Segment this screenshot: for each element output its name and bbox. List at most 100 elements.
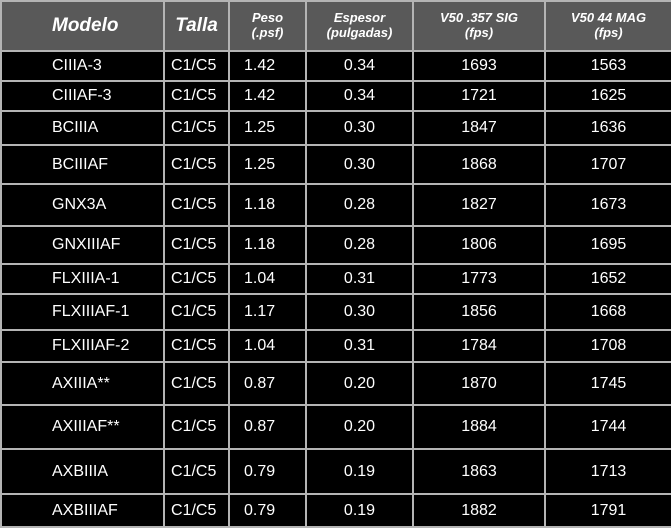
cell-espesor: 0.31 <box>305 263 414 295</box>
cell-v50-357: 1773 <box>412 263 546 295</box>
cell-peso: 0.79 <box>228 448 307 495</box>
cell-v50-44: 1695 <box>544 225 671 265</box>
table-row: AXBIIIAF C1/C5 0.79 0.19 1882 1791 <box>0 493 671 528</box>
cell-talla: C1/C5 <box>163 225 230 265</box>
header-v50-44: V50 44 MAG (fps) <box>544 0 671 52</box>
cell-modelo: CIIIA-3 <box>0 50 165 82</box>
header-v50-357: V50 .357 SIG (fps) <box>412 0 546 52</box>
header-modelo: Modelo <box>0 0 165 52</box>
table-row: FLXIIIAF-1 C1/C5 1.17 0.30 1856 1668 <box>0 293 671 331</box>
cell-v50-44: 1791 <box>544 493 671 528</box>
header-peso-line2: (.psf) <box>251 25 284 40</box>
cell-espesor: 0.28 <box>305 225 414 265</box>
cell-modelo: AXIIIA** <box>0 361 165 406</box>
cell-peso: 0.87 <box>228 404 307 450</box>
cell-v50-357: 1884 <box>412 404 546 450</box>
header-espesor: Espesor (pulgadas) <box>305 0 414 52</box>
table-row: FLXIIIAF-2 C1/C5 1.04 0.31 1784 1708 <box>0 329 671 363</box>
cell-peso: 1.25 <box>228 110 307 146</box>
cell-v50-357: 1882 <box>412 493 546 528</box>
cell-espesor: 0.30 <box>305 110 414 146</box>
cell-modelo: FLXIIIAF-1 <box>0 293 165 331</box>
cell-modelo: AXBIIIAF <box>0 493 165 528</box>
cell-talla: C1/C5 <box>163 448 230 495</box>
cell-v50-357: 1868 <box>412 144 546 185</box>
cell-peso: 1.25 <box>228 144 307 185</box>
cell-v50-44: 1563 <box>544 50 671 82</box>
cell-talla: C1/C5 <box>163 404 230 450</box>
cell-v50-357: 1827 <box>412 183 546 227</box>
cell-espesor: 0.19 <box>305 493 414 528</box>
cell-v50-44: 1745 <box>544 361 671 406</box>
cell-modelo: FLXIIIA-1 <box>0 263 165 295</box>
cell-talla: C1/C5 <box>163 361 230 406</box>
cell-modelo: BCIIIA <box>0 110 165 146</box>
cell-modelo: GNX3A <box>0 183 165 227</box>
cell-v50-357: 1721 <box>412 80 546 112</box>
cell-talla: C1/C5 <box>163 144 230 185</box>
header-talla: Talla <box>163 0 230 52</box>
header-peso: Peso (.psf) <box>228 0 307 52</box>
header-v50-44-line1: V50 44 MAG <box>570 10 647 26</box>
cell-talla: C1/C5 <box>163 50 230 82</box>
cell-talla: C1/C5 <box>163 329 230 363</box>
cell-v50-44: 1625 <box>544 80 671 112</box>
table-row: AXBIIIA C1/C5 0.79 0.19 1863 1713 <box>0 448 671 495</box>
cell-modelo: CIIIAF-3 <box>0 80 165 112</box>
cell-v50-44: 1673 <box>544 183 671 227</box>
table-row: BCIIIA C1/C5 1.25 0.30 1847 1636 <box>0 110 671 146</box>
cell-talla: C1/C5 <box>163 493 230 528</box>
header-v50-357-line1: V50 .357 SIG <box>439 10 519 26</box>
cell-v50-357: 1806 <box>412 225 546 265</box>
cell-espesor: 0.34 <box>305 50 414 82</box>
cell-espesor: 0.30 <box>305 293 414 331</box>
cell-peso: 1.18 <box>228 225 307 265</box>
cell-v50-357: 1784 <box>412 329 546 363</box>
cell-espesor: 0.28 <box>305 183 414 227</box>
header-row: Modelo Talla Peso (.psf) Espesor (pulgadas… <box>0 0 671 52</box>
header-v50-357-line2: (fps) <box>464 25 494 40</box>
cell-talla: C1/C5 <box>163 110 230 146</box>
cell-v50-357: 1870 <box>412 361 546 406</box>
cell-modelo: GNXIIIAF <box>0 225 165 265</box>
cell-peso: 1.04 <box>228 329 307 363</box>
cell-modelo: FLXIIIAF-2 <box>0 329 165 363</box>
cell-espesor: 0.31 <box>305 329 414 363</box>
cell-espesor: 0.30 <box>305 144 414 185</box>
cell-v50-357: 1856 <box>412 293 546 331</box>
table-row: FLXIIIA-1 C1/C5 1.04 0.31 1773 1652 <box>0 263 671 295</box>
cell-peso: 1.42 <box>228 80 307 112</box>
header-v50-44-line2: (fps) <box>594 25 623 40</box>
cell-espesor: 0.20 <box>305 361 414 406</box>
cell-v50-44: 1708 <box>544 329 671 363</box>
table-row: GNXIIIAF C1/C5 1.18 0.28 1806 1695 <box>0 225 671 265</box>
cell-modelo: AXBIIIA <box>0 448 165 495</box>
cell-peso: 0.79 <box>228 493 307 528</box>
cell-peso: 1.04 <box>228 263 307 295</box>
table-row: CIIIAF-3 C1/C5 1.42 0.34 1721 1625 <box>0 80 671 112</box>
cell-v50-357: 1693 <box>412 50 546 82</box>
cell-v50-44: 1668 <box>544 293 671 331</box>
cell-v50-357: 1847 <box>412 110 546 146</box>
table-row: BCIIIAF C1/C5 1.25 0.30 1868 1707 <box>0 144 671 185</box>
cell-espesor: 0.20 <box>305 404 414 450</box>
cell-peso: 1.17 <box>228 293 307 331</box>
cell-espesor: 0.19 <box>305 448 414 495</box>
header-espesor-line1: Espesor <box>333 10 386 26</box>
table-row: AXIIIA** C1/C5 0.87 0.20 1870 1745 <box>0 361 671 406</box>
cell-peso: 1.18 <box>228 183 307 227</box>
cell-talla: C1/C5 <box>163 263 230 295</box>
cell-peso: 1.42 <box>228 50 307 82</box>
cell-v50-44: 1636 <box>544 110 671 146</box>
table-row: AXIIIAF** C1/C5 0.87 0.20 1884 1744 <box>0 404 671 450</box>
cell-talla: C1/C5 <box>163 293 230 331</box>
cell-talla: C1/C5 <box>163 80 230 112</box>
table-row: CIIIA-3 C1/C5 1.42 0.34 1693 1563 <box>0 50 671 82</box>
cell-v50-44: 1652 <box>544 263 671 295</box>
cell-modelo: AXIIIAF** <box>0 404 165 450</box>
cell-espesor: 0.34 <box>305 80 414 112</box>
cell-peso: 0.87 <box>228 361 307 406</box>
header-peso-line1: Peso <box>251 10 284 26</box>
header-espesor-line2: (pulgadas) <box>326 25 393 40</box>
